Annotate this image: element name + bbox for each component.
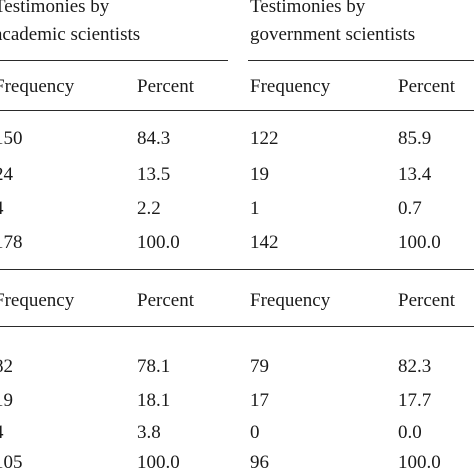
table-cell: 122 — [250, 128, 279, 149]
table-cell: 84.3 — [137, 128, 171, 149]
table-cell: 82.3 — [398, 356, 432, 377]
table-cell: 0.0 — [398, 422, 422, 443]
section-divider-rule — [0, 269, 474, 270]
table-cell: 17 — [250, 390, 269, 411]
table-cell: 17.7 — [398, 390, 432, 411]
table-cell: 19 — [250, 164, 269, 185]
table-cell-total: 105 — [0, 452, 23, 473]
table-cell-total: 100.0 — [137, 452, 180, 473]
table-cell: 150 — [0, 128, 23, 149]
s1-header-frequency-government: Frequency — [250, 76, 331, 97]
table-cell: 4 — [0, 198, 4, 220]
group-header-academic-line1: Testimonies by — [0, 0, 110, 17]
group-header-government-line1: Testimonies by — [250, 0, 366, 17]
table-cell: 2.2 — [137, 198, 161, 219]
table-cell-total: 96 — [250, 452, 269, 473]
table-cell-total: 100.0 — [398, 232, 441, 253]
s2-header-percent-government: Percent — [398, 290, 455, 311]
table-cell: 82 — [0, 356, 13, 377]
table-cell: 78.1 — [137, 356, 171, 377]
table-cell: 13.4 — [398, 164, 432, 185]
table-cell: 0.7 — [398, 198, 422, 219]
table-cell: 4 — [0, 422, 4, 444]
table-cell: 19 — [0, 390, 13, 411]
table-cell-total: 100.0 — [137, 232, 180, 253]
group-header-government-line2: government scientists — [250, 24, 416, 45]
table-cell: 18.1 — [137, 390, 171, 411]
s1-header-frequency-academic: Frequency — [0, 76, 75, 97]
table-cell: 0 — [250, 422, 260, 443]
table-cell-total: 178 — [0, 232, 23, 253]
s2-header-rule — [0, 326, 474, 327]
s2-header-percent-academic: Percent — [137, 290, 194, 311]
s1-header-percent-academic: Percent — [137, 76, 194, 97]
table-cell: 3.8 — [137, 422, 161, 443]
s1-header-percent-government: Percent — [398, 76, 455, 97]
s1-header-rule — [0, 110, 474, 111]
s2-header-frequency-government: Frequency — [250, 290, 331, 311]
table-cell: 24 — [0, 164, 13, 185]
group-rule-government — [248, 60, 474, 61]
table-cell-total: 100.0 — [398, 452, 441, 473]
s2-header-frequency-academic: Frequency — [0, 290, 75, 311]
table-cell: 85.9 — [398, 128, 432, 149]
table-cell-total: 142 — [250, 232, 279, 253]
table-cell: 79 — [250, 356, 269, 377]
group-header-academic-line2: academic scientists — [0, 24, 141, 45]
group-rule-academic — [0, 60, 228, 61]
table-cell: 13.5 — [137, 164, 171, 185]
table-cell: 1 — [250, 198, 260, 219]
